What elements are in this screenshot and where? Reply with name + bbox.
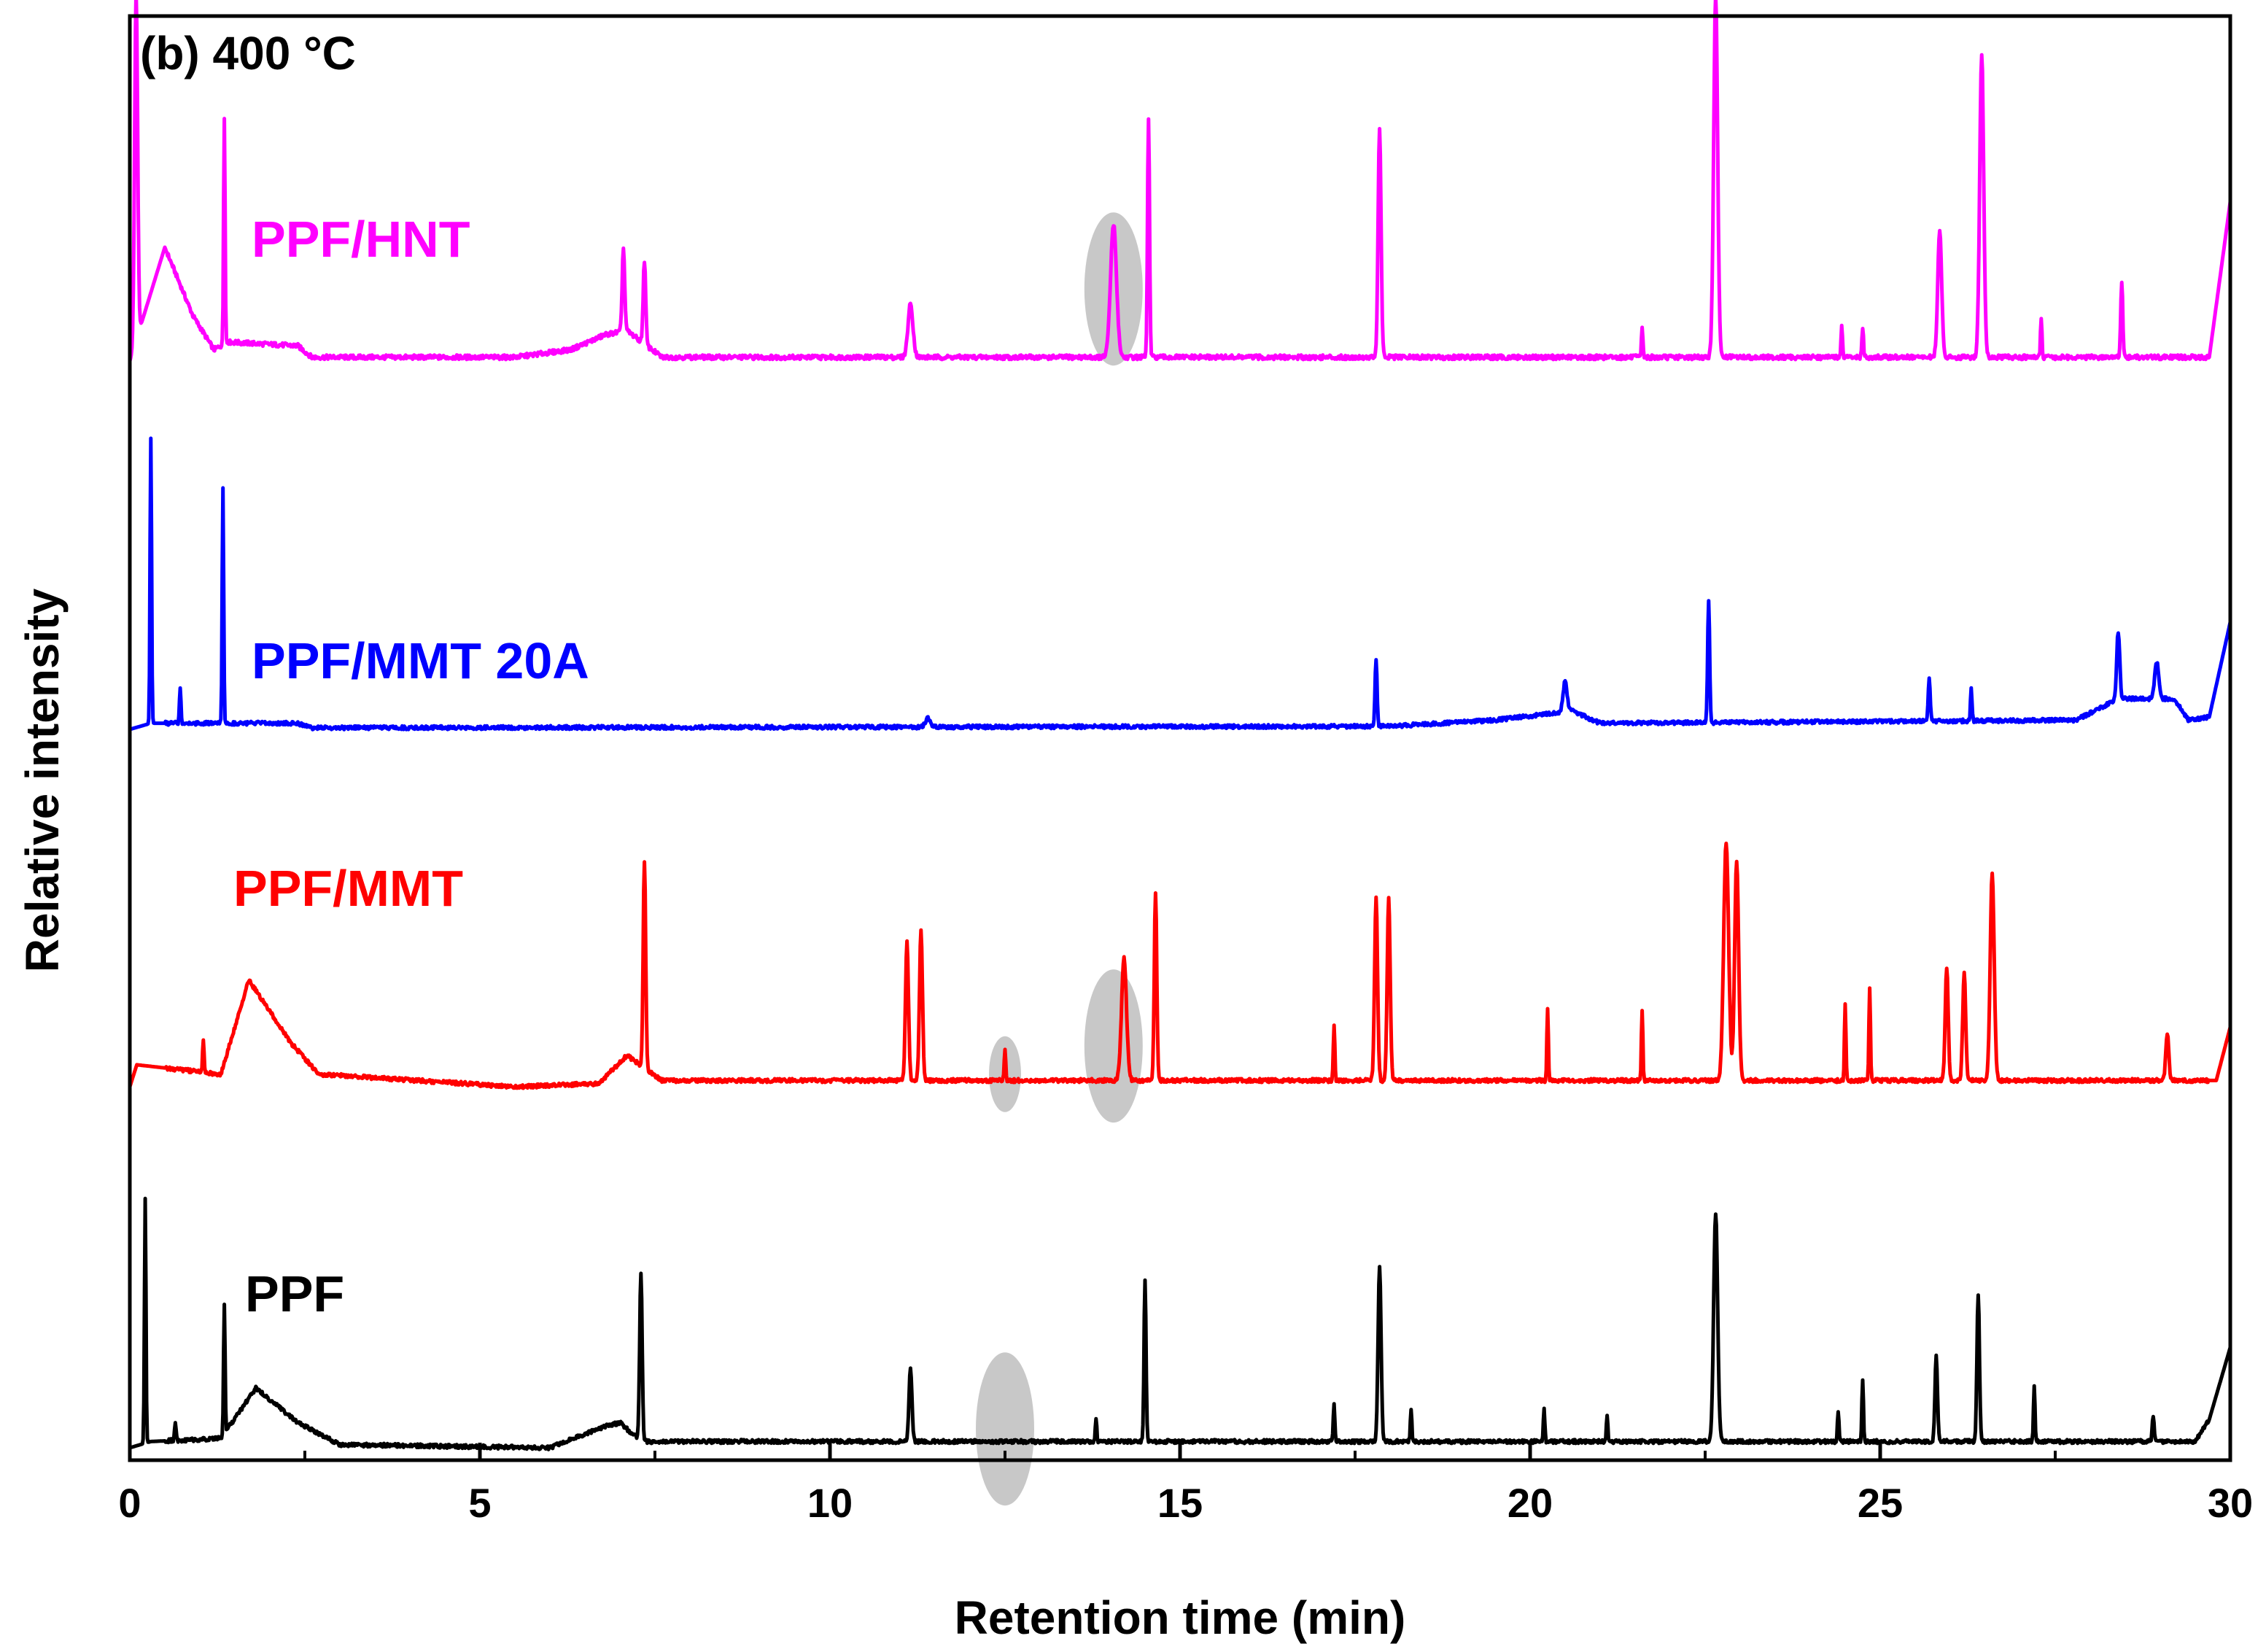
series-label-ppf: PPF: [245, 1265, 344, 1322]
x-tick-label: 0: [118, 1480, 141, 1526]
x-tick-label: 5: [468, 1480, 491, 1526]
trace-ppf: [128, 1196, 2232, 1451]
x-tick-label: 20: [1508, 1480, 1553, 1526]
panel-label: (b) 400 °C: [140, 27, 356, 80]
series-label-ppf-mmt-20a: PPF/MMT 20A: [252, 632, 589, 689]
x-axis-ticks: 0 5 10 15 20 25 30: [118, 1443, 2253, 1526]
trace-ppf-mmt-20a: [128, 436, 2232, 732]
series-label-ppf-mmt: PPF/MMT: [233, 860, 463, 917]
x-tick-label: 10: [807, 1480, 853, 1526]
highlight-layer: [976, 212, 1143, 1506]
x-axis-title: Retention time (min): [955, 1591, 1406, 1644]
highlight-ellipse: [976, 1352, 1034, 1506]
trace-ppf-hnt: [128, 0, 2232, 362]
x-tick-label: 15: [1157, 1480, 1203, 1526]
x-tick-label: 30: [2208, 1480, 2253, 1526]
x-tick-label: 25: [1858, 1480, 1903, 1526]
series-label-ppf-hnt: PPF/HNT: [252, 211, 470, 268]
highlight-ellipse: [1084, 969, 1143, 1123]
trace-ppf-mmt: [128, 841, 2232, 1090]
y-axis-title: Relative intensity: [16, 588, 69, 972]
highlight-ellipse: [1084, 212, 1143, 366]
